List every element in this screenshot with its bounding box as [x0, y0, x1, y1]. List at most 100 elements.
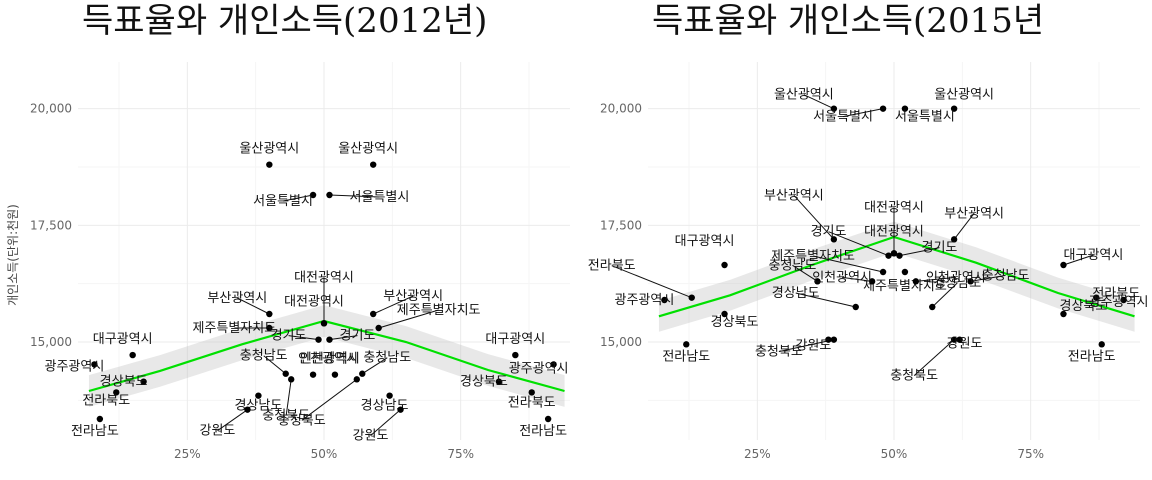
label-leader-line — [329, 335, 358, 341]
point-label: 부산광역시 — [944, 206, 1004, 221]
point-label: 충청북도 — [278, 413, 326, 428]
x-tick-label: 50% — [311, 447, 338, 461]
point-label: 서울특별시 — [813, 110, 873, 125]
data-point — [282, 370, 289, 377]
data-point — [825, 336, 832, 343]
label-leader-line — [372, 295, 414, 315]
point-label: 전라남도 — [519, 424, 567, 439]
data-point — [315, 336, 322, 343]
point-label: 경상남도 — [361, 399, 409, 414]
point-label: 대구광역시 — [93, 332, 153, 347]
label-leader-line — [237, 297, 270, 315]
label-leader-line — [970, 274, 1006, 282]
label-leader-line — [953, 213, 975, 240]
point-label: 대구광역시 — [485, 332, 545, 347]
point-label: 전라남도 — [1068, 349, 1116, 364]
y-tick-label: 15,000 — [600, 335, 642, 349]
point-label: 전라북도 — [588, 259, 636, 274]
y-tick-label: 17,500 — [30, 218, 72, 232]
data-point — [397, 406, 404, 413]
label-leader-line — [263, 355, 287, 375]
data-point — [375, 324, 382, 332]
point-label: 대전광역시 — [864, 200, 924, 215]
data-point — [140, 378, 147, 385]
point-label: 충청남도 — [240, 349, 288, 364]
point-label: 충청북도 — [262, 408, 310, 423]
data-point — [721, 261, 728, 269]
point-label: 부산광역시 — [383, 289, 443, 304]
data-point — [721, 310, 728, 318]
label-leader-line — [792, 264, 818, 282]
label-leader-line — [778, 339, 834, 353]
point-label: 경상북도 — [1060, 299, 1108, 314]
data-point — [255, 392, 262, 399]
point-label: 광주광역시 — [614, 293, 674, 308]
x-tick-label: 75% — [447, 447, 474, 461]
point-label: 충청남도 — [769, 258, 817, 273]
point-label: 부산광역시 — [207, 291, 267, 306]
point-label: 경상남도 — [772, 286, 820, 301]
data-point — [830, 336, 838, 343]
data-point — [370, 310, 377, 318]
point-label: 충청북도 — [890, 369, 938, 384]
data-point — [879, 268, 887, 276]
label-leader-line — [301, 378, 358, 421]
point-label: 경상북도 — [100, 375, 148, 390]
point-label: 경기도 — [811, 225, 847, 240]
data-point — [266, 324, 273, 332]
point-label: 인천광역시 — [300, 352, 360, 367]
label-leader-line — [370, 409, 401, 437]
data-point — [956, 336, 963, 343]
label-leader-line — [842, 108, 884, 118]
label-leader-line — [915, 276, 956, 282]
point-label: 제주특별자치도 — [192, 321, 276, 336]
point-label: 울산광역시 — [239, 142, 299, 157]
label-leader-line — [913, 339, 955, 377]
point-label: 서울특별시 — [895, 110, 955, 125]
label-leader-line — [282, 194, 314, 202]
label-leader-line — [361, 357, 388, 375]
label-leader-line — [285, 379, 292, 416]
label-leader-line — [793, 194, 835, 240]
data-point — [512, 351, 519, 359]
panel-2015: 25% 50% 75% 15,000 17,500 20,000 울산광역시 울산광역시서울특… — [588, 62, 1149, 461]
point-label: 전라북도 — [1092, 287, 1140, 302]
point-label: 강원도 — [795, 339, 831, 354]
y-axis-label: 개인소득(단위:천원) — [5, 204, 20, 306]
data-point — [544, 415, 552, 423]
point-label: 강원도 — [200, 424, 236, 439]
data-point — [688, 294, 695, 301]
label-leader-line — [611, 265, 692, 299]
data-point — [830, 236, 838, 243]
point-label: 대전광역시 — [864, 224, 924, 239]
point-label: 경상남도 — [933, 276, 981, 291]
data-point — [129, 351, 136, 359]
data-point — [879, 105, 887, 112]
label-leader-line — [795, 292, 856, 308]
point-label: 경상북도 — [711, 315, 759, 330]
data-point — [370, 161, 377, 168]
point-label: 대구광역시 — [1064, 248, 1124, 263]
data-point — [309, 371, 317, 378]
label-leader-line — [378, 309, 439, 329]
x-tick-label: 75% — [1017, 447, 1044, 461]
label-leader-line — [288, 335, 319, 341]
data-point — [683, 341, 690, 348]
label-leader-line — [931, 282, 958, 308]
point-label: 서울특별시 — [350, 190, 410, 205]
point-label: 제주특별자치도 — [397, 303, 481, 318]
x-tick-label: 25% — [174, 447, 201, 461]
label-leader-line — [329, 194, 380, 198]
point-label: 경기도 — [922, 241, 958, 256]
point-label: 제주특별자치도 — [863, 279, 947, 294]
smooth-confidence-band — [88, 305, 565, 407]
y-tick-label: 15,000 — [30, 335, 72, 349]
data-point — [890, 250, 898, 257]
data-point — [929, 303, 936, 311]
point-label: 울산광역시 — [934, 88, 994, 103]
data-point — [852, 303, 859, 311]
point-label: 광주광역시 — [44, 359, 104, 374]
data-point — [331, 371, 339, 378]
point-label: 경기도 — [340, 329, 376, 344]
data-point — [113, 389, 120, 396]
